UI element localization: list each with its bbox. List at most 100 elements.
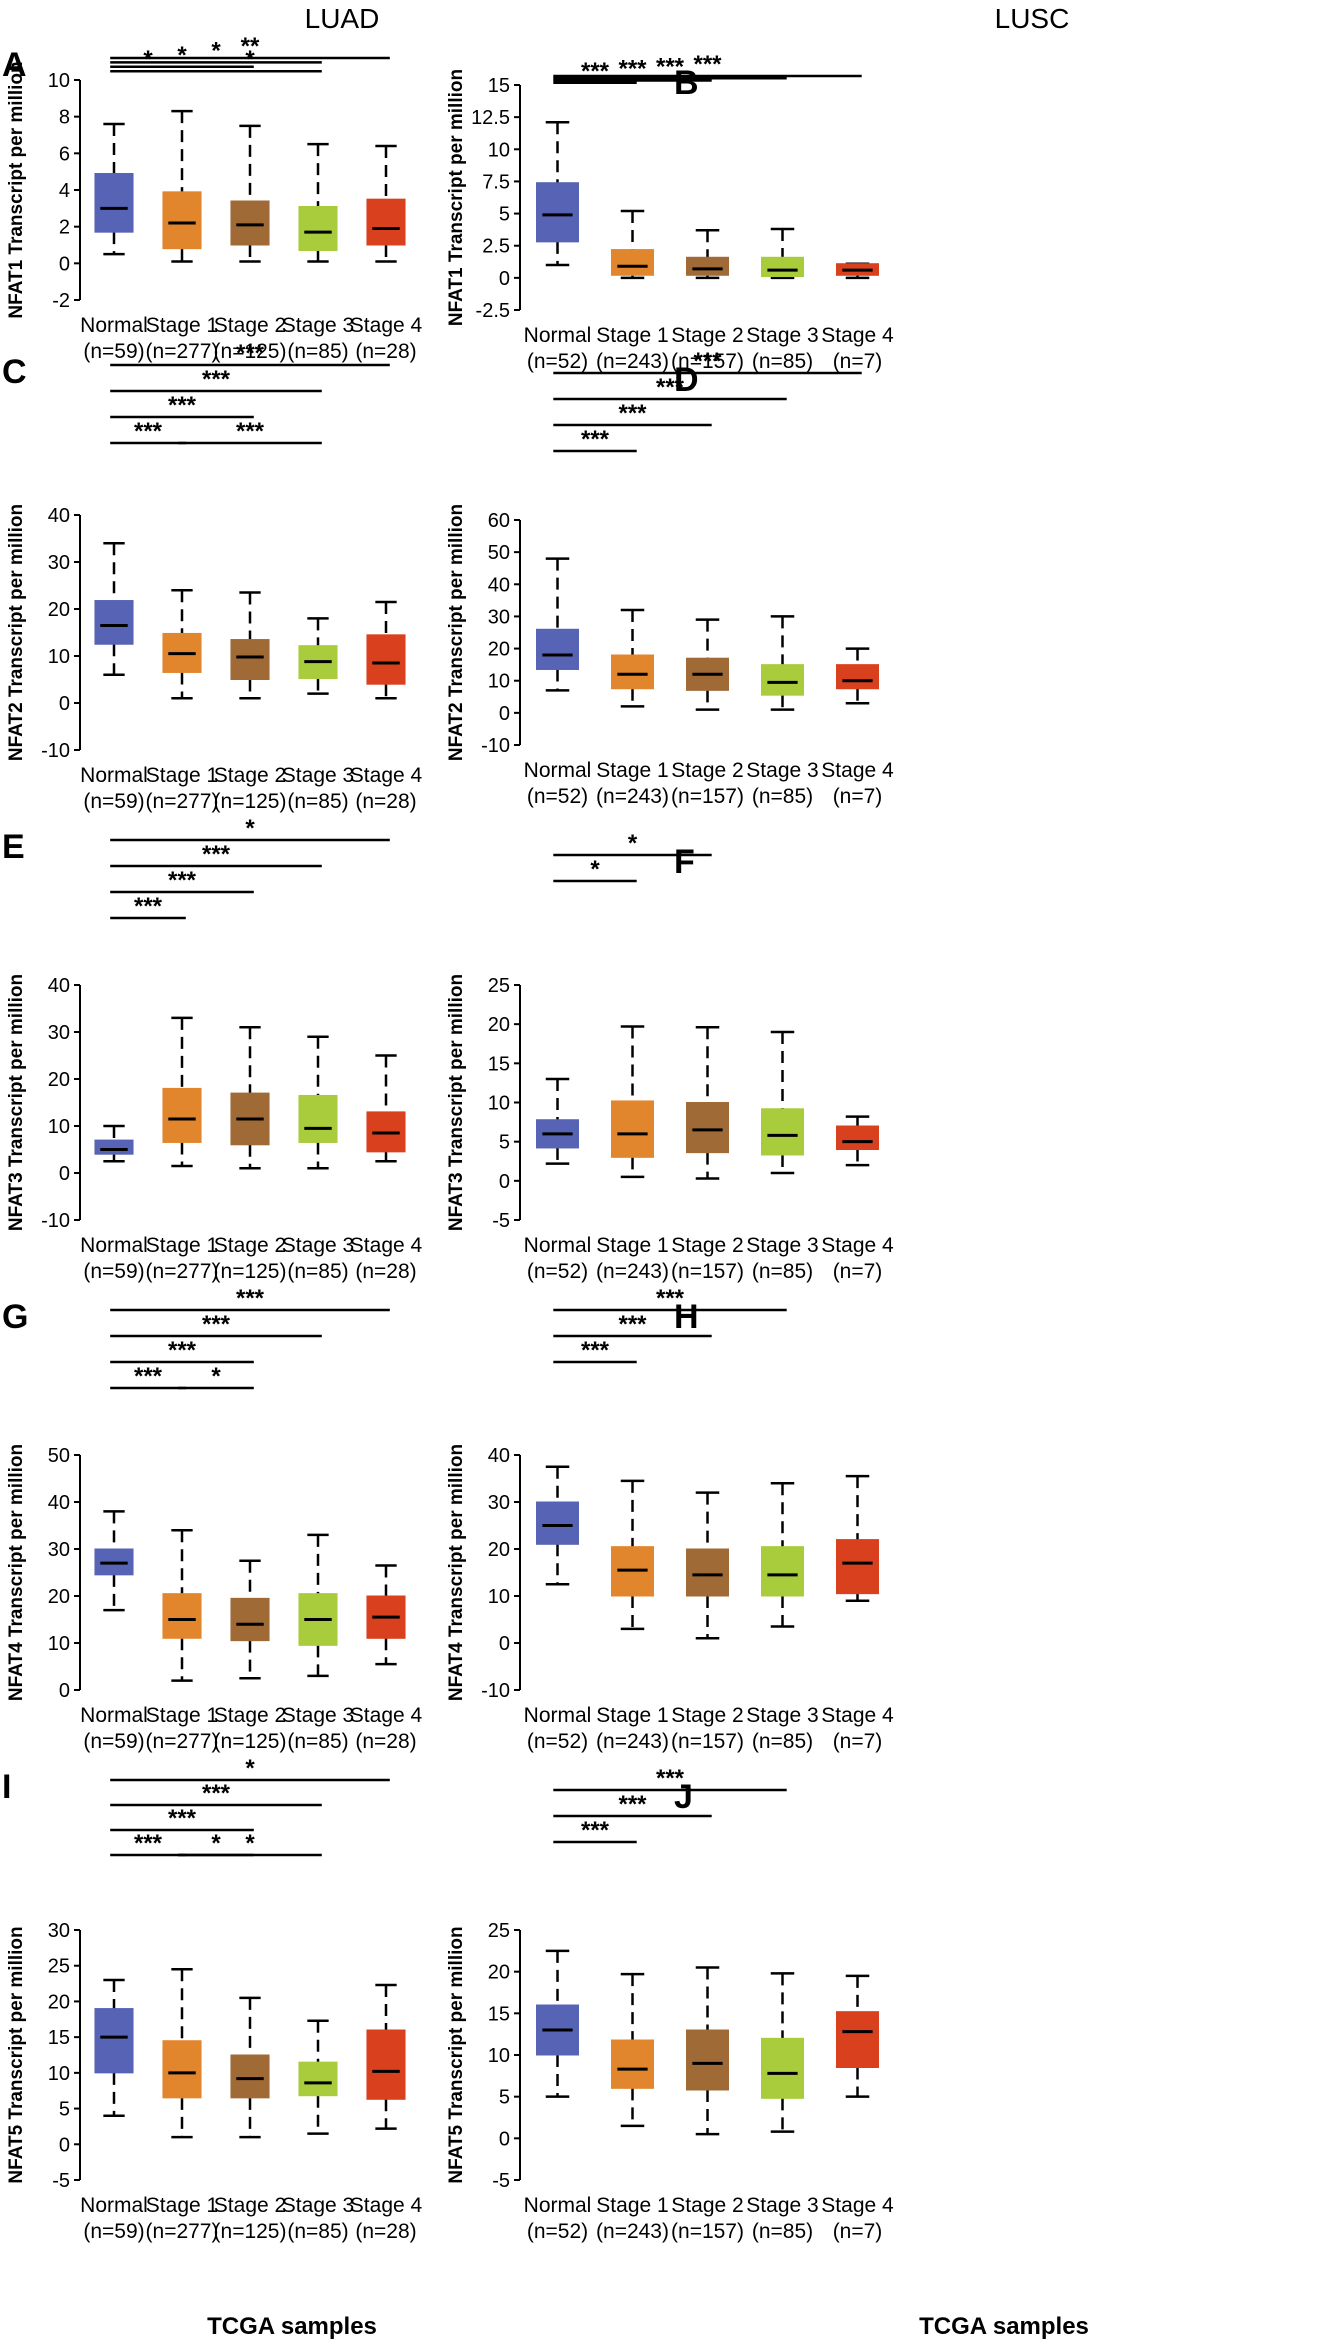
- y-tick-label: 10: [488, 139, 510, 161]
- category-label: Stage 4: [821, 759, 894, 782]
- iqr-box: [686, 2029, 729, 2091]
- box-stage-3: [761, 615, 804, 711]
- y-tick-label: -2: [52, 290, 70, 312]
- box-stage-2: [230, 1026, 270, 1170]
- y-axis-label: NFAT5 Transcript per million: [446, 1926, 467, 2183]
- column-title-lusc: LUSC: [995, 3, 1070, 34]
- y-tick-label: 30: [48, 1539, 70, 1561]
- y-tick-label: 25: [48, 1956, 70, 1978]
- iqr-box: [536, 1501, 579, 1545]
- box-normal: [94, 122, 134, 256]
- sample-size-label: (n=243): [596, 2220, 669, 2243]
- box-stage-2: [686, 1026, 729, 1180]
- sample-size-label: (n=28): [355, 2220, 416, 2243]
- panel-letter: E: [2, 828, 25, 866]
- iqr-box: [611, 1100, 654, 1158]
- sample-size-label: (n=85): [752, 2220, 813, 2243]
- y-tick-label: 0: [499, 2128, 510, 2150]
- category-label: Stage 2: [214, 764, 286, 787]
- panel-e: E -10 0 10 20 30 40 NFAT3 Transcript per millio…: [2, 815, 423, 1283]
- iqr-box: [836, 1539, 879, 1595]
- sample-size-label: (n=59): [83, 340, 144, 363]
- y-tick-label: 10: [488, 2045, 510, 2067]
- box-stage-1: [162, 588, 202, 700]
- iqr-box: [230, 2054, 270, 2099]
- box-stage-4: [836, 1974, 879, 2098]
- sample-size-label: (n=28): [355, 1260, 416, 1283]
- y-tick-label: 0: [59, 1163, 70, 1185]
- iqr-box: [298, 206, 338, 251]
- y-tick-label: 5: [499, 204, 510, 226]
- box-stage-2: [686, 229, 729, 280]
- category-label: Normal: [524, 2194, 592, 2217]
- box-normal: [536, 557, 579, 692]
- y-tick-label: 5: [499, 1132, 510, 1154]
- y-tick-label: 20: [488, 1539, 510, 1561]
- category-label: Stage 2: [671, 1704, 743, 1727]
- iqr-box: [761, 664, 804, 696]
- significance-label: ***: [134, 1830, 163, 1857]
- y-tick-label: 2.5: [482, 236, 510, 258]
- iqr-box: [162, 191, 202, 250]
- category-label: Stage 3: [282, 314, 354, 337]
- sample-size-label: (n=85): [287, 1260, 348, 1283]
- category-label: Stage 4: [350, 314, 423, 337]
- box-stage-2: [686, 618, 729, 711]
- significance-label: ***: [168, 1337, 197, 1364]
- y-axis-label: NFAT2 Transcript per million: [6, 504, 27, 761]
- y-tick-label: 4: [59, 180, 70, 202]
- significance-label: ***: [168, 392, 197, 419]
- sample-size-label: (n=85): [752, 1730, 813, 1753]
- significance-label: *: [245, 1830, 255, 1857]
- significance-label: *: [628, 830, 638, 857]
- y-tick-label: 20: [488, 639, 510, 661]
- box-normal: [94, 1124, 134, 1163]
- panel-h: H -10 0 10 20 30 40 NFAT4 Transcript per millio…: [446, 1285, 894, 1753]
- y-tick-label: 0: [499, 1633, 510, 1655]
- significance-label: ***: [656, 1765, 685, 1792]
- footer-lusc: TCGA samples: [919, 2313, 1089, 2340]
- sample-size-label: (n=125): [214, 1730, 287, 1753]
- significance-label: ***: [236, 1285, 265, 1312]
- iqr-box: [366, 198, 406, 246]
- category-label: Stage 2: [671, 1234, 743, 1257]
- category-label: Normal: [80, 764, 148, 787]
- sample-size-label: (n=277): [146, 1260, 219, 1283]
- box-normal: [94, 1510, 134, 1612]
- category-label: Normal: [80, 314, 148, 337]
- y-tick-label: 20: [488, 1014, 510, 1036]
- significance-label: ***: [581, 426, 610, 453]
- sample-size-label: (n=7): [833, 785, 883, 808]
- category-label: Stage 4: [350, 2194, 423, 2217]
- y-tick-label: 30: [48, 552, 70, 574]
- y-tick-label: 2: [59, 217, 70, 239]
- iqr-box: [761, 1108, 804, 1156]
- significance-label: ***: [618, 1311, 647, 1338]
- sample-size-label: (n=125): [214, 1260, 287, 1283]
- category-label: Stage 1: [146, 1234, 218, 1257]
- significance-label: ***: [656, 374, 685, 401]
- y-tick-label: 0: [59, 2134, 70, 2156]
- box-normal: [536, 1949, 579, 2098]
- box-stage-1: [611, 1479, 654, 1631]
- y-tick-label: 25: [488, 975, 510, 997]
- significance-label: ***: [581, 1817, 610, 1844]
- y-tick-label: 6: [59, 143, 70, 165]
- iqr-box: [230, 1597, 270, 1642]
- y-axis-label: NFAT1 Transcript per million: [6, 61, 27, 318]
- sample-size-label: (n=52): [527, 1260, 588, 1283]
- y-tick-label: 40: [48, 1492, 70, 1514]
- y-tick-label: 0: [499, 268, 510, 290]
- sample-size-label: (n=7): [833, 350, 883, 373]
- iqr-box: [836, 2011, 879, 2068]
- category-label: Stage 3: [282, 1704, 354, 1727]
- y-tick-label: 0: [59, 1680, 70, 1702]
- y-tick-label: -10: [41, 740, 70, 762]
- significance-label: ***: [618, 56, 647, 83]
- significance-label: *: [590, 856, 600, 883]
- significance-label: ***: [168, 1805, 197, 1832]
- sample-size-label: (n=7): [833, 1260, 883, 1283]
- y-tick-label: 40: [488, 1445, 510, 1467]
- category-label: Stage 3: [746, 1704, 818, 1727]
